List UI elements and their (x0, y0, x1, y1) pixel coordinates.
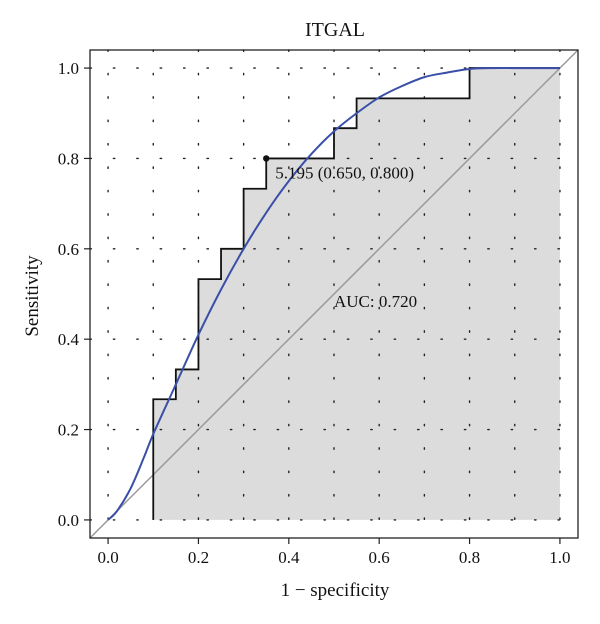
chart-title: ITGAL (305, 19, 365, 41)
threshold-point (263, 155, 270, 162)
y-tick-label: 1.0 (58, 59, 79, 78)
y-tick-label: 0.4 (58, 330, 80, 349)
reference-diagonal (89, 49, 579, 539)
y-tick-label: 0.0 (58, 511, 79, 530)
auc-fill (153, 68, 560, 520)
plot-frame (89, 49, 579, 539)
x-tick-label: 0.0 (97, 548, 118, 567)
auc-label: AUC: 0.720 (334, 292, 417, 311)
threshold-label: 5.195 (0.650, 0.800) (275, 163, 414, 182)
x-axis: 0.0 0.2 0.4 0.6 0.8 1.0 (97, 538, 571, 567)
y-tick-label: 0.8 (58, 149, 79, 168)
y-axis-label: Sensitivity (22, 255, 43, 337)
x-tick-label: 0.2 (188, 548, 209, 567)
y-tick-label: 0.6 (58, 240, 79, 259)
x-tick-label: 1.0 (549, 548, 570, 567)
x-tick-label: 0.8 (459, 548, 480, 567)
smoothed-roc-curve (107, 67, 560, 521)
empirical-roc-curve (152, 67, 560, 520)
plot-area (89, 49, 579, 539)
x-axis-label: 1 − specificity (281, 580, 390, 601)
x-tick-label: 0.6 (369, 548, 390, 567)
x-tick-label: 0.4 (278, 548, 300, 567)
y-tick-label: 0.2 (58, 421, 79, 440)
y-axis: 0.0 0.2 0.4 0.6 0.8 1.0 (58, 59, 90, 530)
